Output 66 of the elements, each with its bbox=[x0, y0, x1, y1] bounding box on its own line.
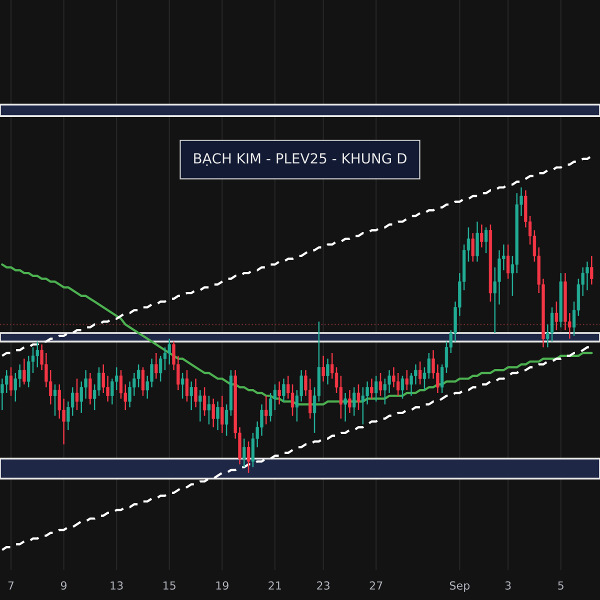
candlestick bbox=[27, 355, 30, 388]
candlestick bbox=[136, 364, 140, 388]
candlestick bbox=[326, 358, 330, 386]
candlestick bbox=[348, 389, 352, 414]
candlestick bbox=[190, 380, 193, 411]
candlestick bbox=[378, 372, 382, 396]
candlestick bbox=[427, 352, 430, 380]
candlestick bbox=[282, 378, 286, 402]
candlestick bbox=[180, 372, 184, 400]
x-tick-label: 23 bbox=[317, 581, 330, 590]
candlestick bbox=[216, 400, 220, 431]
candlestick bbox=[374, 375, 378, 402]
candlestick bbox=[97, 366, 101, 396]
candlestick bbox=[352, 386, 356, 416]
x-tick-label: 9 bbox=[60, 581, 67, 590]
candlestick bbox=[476, 221, 479, 262]
candlestick bbox=[207, 395, 211, 425]
candlestick bbox=[220, 395, 224, 434]
candlestick bbox=[484, 226, 488, 254]
candlestick bbox=[506, 244, 510, 280]
candlestick bbox=[480, 224, 484, 248]
candlestick bbox=[590, 255, 594, 286]
x-tick-label: 13 bbox=[110, 581, 123, 590]
x-tick-label: 19 bbox=[216, 581, 228, 590]
candlestick bbox=[53, 384, 57, 416]
candlestick bbox=[168, 338, 171, 366]
candlestick bbox=[36, 340, 39, 368]
candlestick bbox=[119, 370, 123, 400]
x-tick-label: 5 bbox=[558, 581, 564, 590]
x-tick-label: Sep bbox=[450, 581, 470, 592]
candlestick bbox=[400, 375, 404, 400]
x-tick-label: 3 bbox=[505, 581, 511, 590]
candlestick bbox=[88, 372, 92, 406]
candlestick bbox=[405, 370, 408, 391]
x-tick-label: 15 bbox=[164, 581, 176, 590]
candlestick bbox=[202, 386, 206, 416]
candlestick bbox=[9, 366, 13, 396]
candlestick bbox=[194, 378, 198, 408]
candlestick bbox=[418, 360, 422, 386]
candlestick bbox=[339, 375, 342, 420]
candlestick bbox=[290, 384, 294, 416]
candlestick bbox=[198, 389, 202, 422]
candlestick bbox=[163, 346, 167, 371]
x-tick-label: 27 bbox=[370, 581, 382, 590]
candlestick bbox=[344, 392, 347, 422]
candlestick bbox=[158, 355, 162, 382]
candlestick bbox=[471, 232, 474, 262]
candlestick bbox=[370, 378, 374, 400]
candlestick bbox=[322, 355, 325, 382]
candlestick bbox=[22, 358, 26, 386]
candlestick bbox=[554, 300, 558, 331]
candlestick bbox=[185, 370, 189, 402]
candlestick bbox=[264, 395, 268, 425]
x-tick-label: 7 bbox=[8, 581, 14, 590]
candlestick bbox=[246, 440, 250, 474]
candlestick bbox=[550, 306, 554, 342]
candlestick bbox=[242, 438, 246, 468]
x-tick-label: 21 bbox=[268, 581, 281, 590]
candlestick bbox=[278, 380, 281, 406]
candlestick bbox=[212, 398, 215, 428]
candlestick bbox=[141, 366, 145, 396]
candlestick bbox=[75, 378, 79, 411]
candlestick bbox=[356, 384, 360, 411]
candlestick bbox=[154, 352, 158, 380]
chart-title: BẠCH KIM - PLEV25 - KHUNG D bbox=[194, 153, 406, 166]
candlestick bbox=[268, 392, 272, 422]
